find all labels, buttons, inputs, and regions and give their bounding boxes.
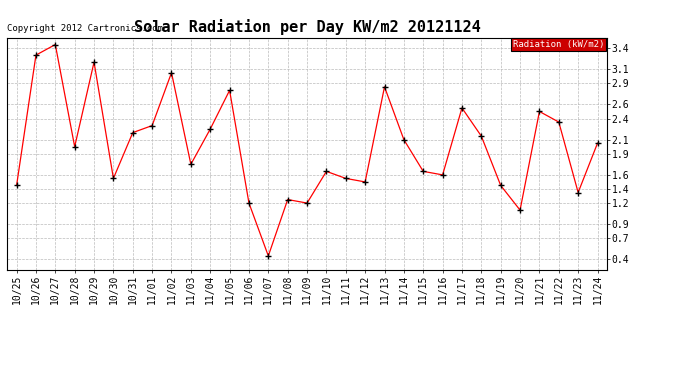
- Text: Radiation (kW/m2): Radiation (kW/m2): [513, 40, 604, 49]
- Title: Solar Radiation per Day KW/m2 20121124: Solar Radiation per Day KW/m2 20121124: [134, 19, 480, 35]
- Text: Copyright 2012 Cartronics.com: Copyright 2012 Cartronics.com: [7, 24, 163, 33]
